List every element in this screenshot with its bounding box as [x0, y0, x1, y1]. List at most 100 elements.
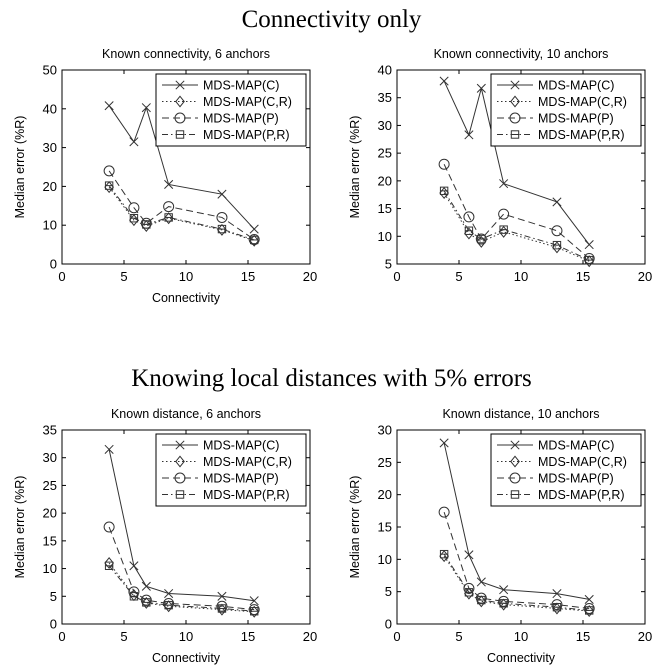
legend-marker-mds-map-c-r [175, 455, 185, 468]
series-line-mds-map-p-r [443, 553, 590, 611]
y-tick-label: 15 [378, 520, 392, 535]
data-point-mds-map-p [216, 211, 228, 223]
y-tick-label: 40 [43, 101, 57, 116]
y-tick-label: 0 [50, 257, 57, 272]
data-point-mds-map-c [439, 76, 449, 86]
data-point-mds-map-c-r [439, 187, 449, 200]
legend-marker-mds-map-c-r [175, 95, 185, 108]
y-tick-label: 25 [43, 478, 57, 493]
data-point-mds-map-p [475, 592, 487, 604]
y-tick-label: 30 [378, 118, 392, 133]
legend-marker-mds-map-p [509, 112, 521, 124]
y-tick-label: 25 [378, 146, 392, 161]
data-point-mds-map-c [439, 438, 449, 448]
section-title-local-distances: Knowing local distances with 5% errors [131, 365, 532, 392]
data-point-mds-map-c-r [584, 255, 595, 268]
y-tick-label: 20 [378, 173, 392, 188]
data-point-mds-map-p-r [552, 602, 562, 612]
legend-label-mds-map-c-r: MDS-MAP(C,R) [538, 455, 627, 469]
data-point-mds-map-p-r [142, 598, 151, 607]
data-point-mds-map-c [129, 561, 139, 571]
x-tick-label: 0 [393, 269, 400, 284]
data-point-mds-map-c-r [476, 235, 487, 248]
y-tick-label: 10 [378, 552, 392, 567]
y-axis-label: Median error (%R) [348, 116, 362, 219]
data-point-mds-map-c [584, 594, 594, 604]
data-point-mds-map-c [129, 137, 139, 147]
data-point-mds-map-c [217, 189, 227, 199]
series-line-mds-map-p-r [443, 190, 590, 261]
y-tick-label: 10 [43, 561, 57, 576]
data-point-mds-map-c-r [249, 605, 260, 618]
x-axis-label: Connectivity [152, 291, 221, 305]
legend-marker-mds-map-p-r [510, 130, 520, 139]
data-point-mds-map-p [103, 521, 115, 533]
y-tick-label: 5 [385, 584, 392, 599]
data-point-mds-map-c [104, 444, 114, 454]
data-point-mds-map-p-r [499, 225, 508, 234]
legend-label-mds-map-c-r: MDS-MAP(C,R) [203, 95, 292, 109]
data-point-mds-map-p-r [250, 235, 259, 245]
y-tick-label: 35 [378, 90, 392, 105]
legend-label-mds-map-c: MDS-MAP(C) [538, 79, 614, 93]
x-tick-label: 0 [58, 269, 65, 284]
legend-label-mds-map-p-r: MDS-MAP(P,R) [538, 488, 625, 502]
x-tick-label: 20 [638, 629, 652, 644]
data-point-mds-map-p [498, 595, 510, 607]
data-point-mds-map-c [552, 197, 562, 207]
data-point-mds-map-p-r [439, 186, 449, 196]
data-point-mds-map-p [103, 165, 115, 177]
y-tick-label: 0 [385, 617, 392, 632]
section-title-connectivity-only: Connectivity only [241, 6, 422, 33]
data-point-mds-map-p-r [104, 181, 114, 190]
data-point-mds-map-c [164, 179, 174, 190]
y-axis-label: Median error (%R) [13, 476, 27, 579]
legend-label-mds-map-p: MDS-MAP(P) [203, 472, 279, 486]
data-point-mds-map-p-r [104, 561, 114, 571]
y-tick-label: 5 [50, 589, 57, 604]
legend-label-mds-map-c: MDS-MAP(C) [203, 439, 279, 453]
chart-title: Known distance, 6 anchors [111, 407, 261, 421]
x-tick-label: 10 [179, 269, 193, 284]
data-point-mds-map-p [140, 594, 152, 606]
data-point-mds-map-c [141, 581, 151, 591]
data-point-mds-map-p-r [129, 214, 139, 223]
series-line-mds-map-c [443, 442, 590, 600]
data-point-mds-map-p [551, 225, 563, 237]
data-point-mds-map-c [476, 83, 486, 93]
data-point-mds-map-p [551, 599, 563, 611]
data-point-mds-map-p-r [477, 595, 486, 605]
data-point-mds-map-c [476, 577, 486, 587]
y-tick-label: 10 [43, 218, 57, 233]
series-line-mds-map-c-r [443, 192, 590, 262]
x-tick-label: 15 [241, 629, 255, 644]
data-point-mds-map-p [583, 602, 595, 614]
chart-known-connectivity-6-anchors: Known connectivity, 6 anchors 0 5 10 15 20 0 10… [13, 47, 317, 305]
legend-marker-mds-map-c [510, 80, 520, 90]
data-point-mds-map-p-r [142, 220, 151, 229]
y-tick-label: 20 [43, 179, 57, 194]
data-point-mds-map-p-r [164, 600, 173, 610]
x-tick-label: 10 [514, 629, 528, 644]
x-tick-label: 10 [514, 269, 528, 284]
x-axis-label: Connectivity [152, 651, 221, 665]
y-axis-label: Median error (%R) [348, 476, 362, 579]
chart-title: Known connectivity, 6 anchors [102, 47, 270, 61]
legend-marker-mds-map-c [510, 440, 520, 450]
data-point-mds-map-c [464, 550, 474, 560]
data-point-mds-map-p-r [464, 588, 474, 597]
legend-marker-mds-map-c-r [510, 455, 520, 468]
x-tick-label: 20 [303, 269, 317, 284]
data-point-mds-map-p [438, 158, 450, 170]
series-line-mds-map-c-r [108, 186, 255, 242]
y-tick-label: 40 [378, 63, 392, 78]
data-point-mds-map-p [128, 586, 140, 598]
data-point-mds-map-c [249, 596, 259, 606]
y-tick-label: 25 [378, 455, 392, 470]
data-point-mds-map-c [249, 224, 259, 234]
data-point-mds-map-p-r [585, 606, 594, 615]
y-tick-label: 35 [43, 423, 57, 438]
data-point-mds-map-p-r [217, 604, 227, 613]
data-point-mds-map-c [584, 240, 594, 250]
